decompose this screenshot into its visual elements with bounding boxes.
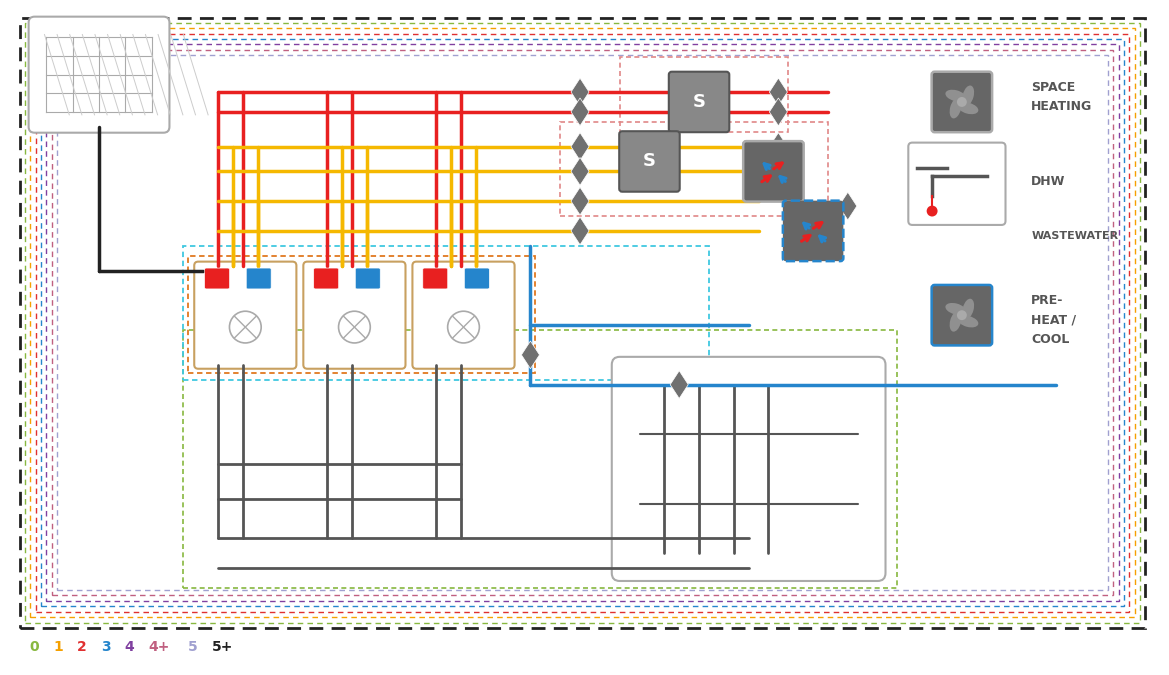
- Circle shape: [229, 311, 261, 343]
- Circle shape: [927, 206, 938, 217]
- FancyBboxPatch shape: [28, 17, 170, 133]
- Ellipse shape: [949, 311, 961, 331]
- Ellipse shape: [959, 316, 978, 327]
- FancyBboxPatch shape: [355, 268, 380, 289]
- Bar: [25, 23, 1141, 622]
- Ellipse shape: [962, 86, 974, 106]
- Circle shape: [448, 311, 479, 343]
- Polygon shape: [570, 187, 589, 215]
- FancyBboxPatch shape: [247, 268, 271, 289]
- Ellipse shape: [949, 98, 961, 118]
- FancyBboxPatch shape: [303, 262, 406, 369]
- Bar: [41, 39, 1125, 606]
- Bar: [620, 57, 788, 132]
- Polygon shape: [521, 341, 539, 369]
- Bar: [51, 50, 1113, 595]
- Text: SPACE: SPACE: [1031, 80, 1075, 94]
- Polygon shape: [769, 157, 788, 185]
- Polygon shape: [570, 78, 589, 106]
- Bar: [57, 55, 1108, 590]
- Polygon shape: [769, 98, 788, 126]
- Polygon shape: [570, 98, 589, 126]
- FancyBboxPatch shape: [464, 268, 490, 289]
- Text: PRE-: PRE-: [1031, 294, 1064, 307]
- Polygon shape: [769, 133, 788, 161]
- Bar: [560, 122, 828, 216]
- FancyBboxPatch shape: [932, 72, 992, 132]
- FancyBboxPatch shape: [620, 131, 679, 192]
- Polygon shape: [670, 371, 689, 398]
- FancyBboxPatch shape: [783, 200, 843, 261]
- FancyBboxPatch shape: [611, 357, 885, 581]
- Circle shape: [957, 97, 967, 107]
- Bar: [30, 28, 1135, 617]
- Text: 5+: 5+: [212, 641, 234, 655]
- FancyBboxPatch shape: [205, 268, 229, 289]
- Polygon shape: [570, 133, 589, 161]
- Text: S: S: [643, 153, 656, 171]
- Bar: [184, 246, 708, 379]
- Text: WASTEWATER: WASTEWATER: [1031, 231, 1119, 241]
- Text: S: S: [692, 93, 706, 111]
- Circle shape: [339, 311, 371, 343]
- Text: DHW: DHW: [1031, 175, 1066, 188]
- FancyBboxPatch shape: [932, 285, 992, 346]
- FancyBboxPatch shape: [743, 141, 803, 202]
- Bar: [184, 330, 898, 588]
- Ellipse shape: [946, 90, 966, 101]
- Text: 5: 5: [188, 641, 198, 655]
- Text: 4: 4: [125, 641, 134, 655]
- Bar: [47, 45, 1119, 601]
- FancyBboxPatch shape: [423, 268, 448, 289]
- Polygon shape: [570, 217, 589, 245]
- Ellipse shape: [962, 299, 974, 319]
- Bar: [188, 256, 535, 373]
- FancyBboxPatch shape: [669, 72, 729, 132]
- FancyBboxPatch shape: [313, 268, 339, 289]
- Text: 1: 1: [54, 641, 63, 655]
- FancyBboxPatch shape: [413, 262, 514, 369]
- FancyBboxPatch shape: [194, 262, 297, 369]
- Text: 4+: 4+: [148, 641, 170, 655]
- Text: 3: 3: [101, 641, 111, 655]
- Text: HEATING: HEATING: [1031, 101, 1093, 113]
- Polygon shape: [839, 192, 857, 220]
- Text: HEAT /: HEAT /: [1031, 314, 1077, 327]
- Polygon shape: [570, 157, 589, 185]
- FancyBboxPatch shape: [908, 142, 1005, 225]
- Text: 2: 2: [77, 641, 87, 655]
- Polygon shape: [769, 78, 788, 106]
- Ellipse shape: [959, 103, 978, 114]
- Bar: [35, 34, 1129, 612]
- Text: COOL: COOL: [1031, 333, 1070, 346]
- Circle shape: [957, 310, 967, 320]
- Ellipse shape: [946, 303, 966, 315]
- Text: 0: 0: [29, 641, 40, 655]
